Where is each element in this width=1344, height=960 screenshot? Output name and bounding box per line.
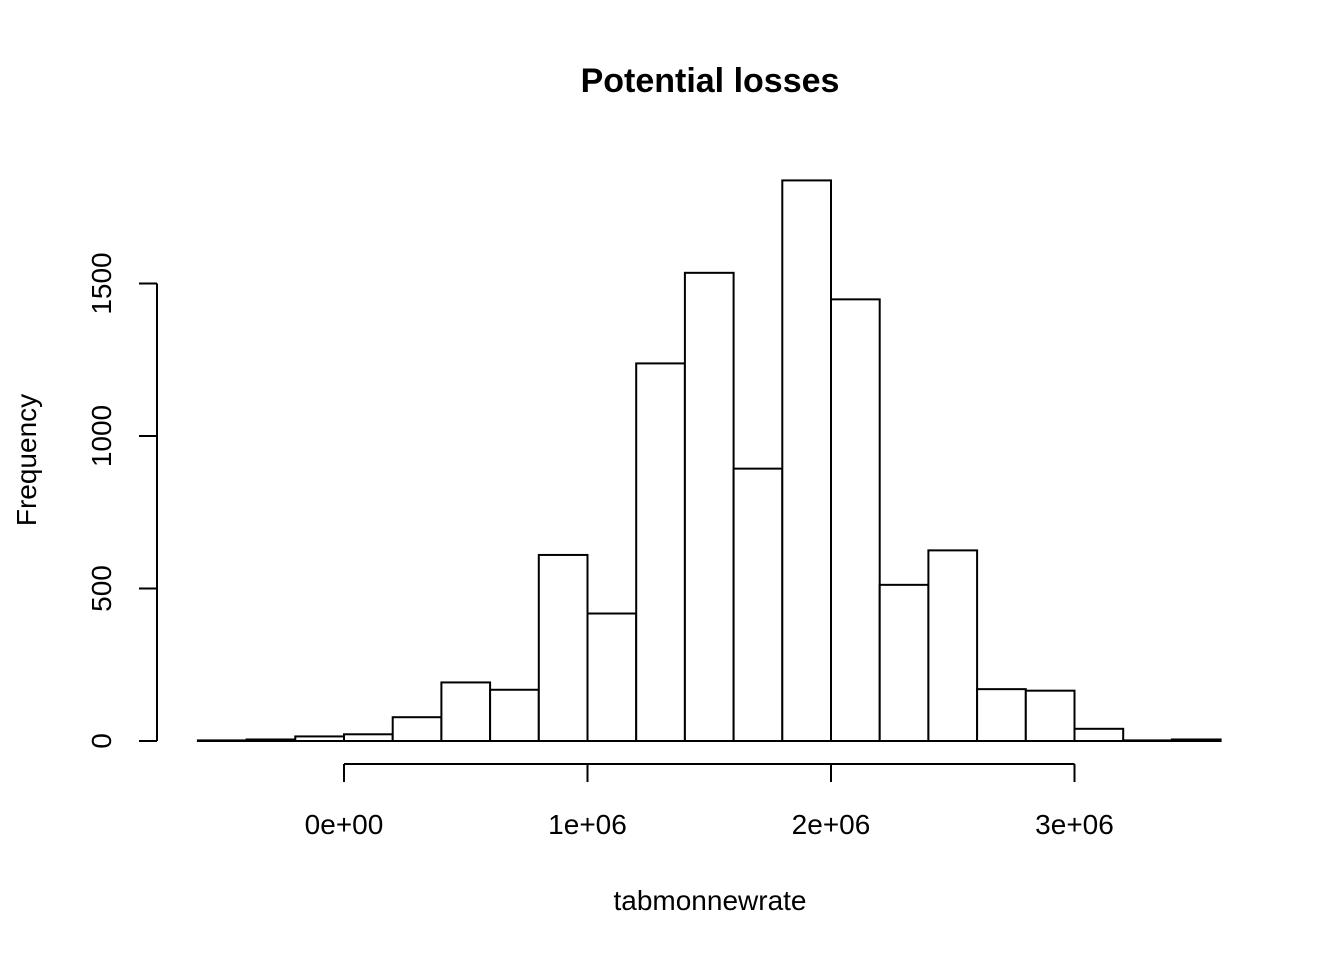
histogram-bar: [1122, 739, 1173, 743]
histogram-bar: [927, 549, 979, 742]
histogram-bar: [830, 298, 881, 742]
histogram-bar: [586, 612, 638, 743]
histogram-bar: [1170, 738, 1222, 742]
histogram-bar: [878, 583, 930, 743]
y-axis-label: Frequency: [11, 394, 42, 526]
histogram-bar: [391, 716, 443, 743]
x-tick-label: 3e+06: [1035, 809, 1114, 840]
histogram-bar: [1073, 727, 1125, 742]
bars-group: [196, 179, 1222, 743]
histogram-bar: [683, 271, 735, 742]
y-axis: 0 500 1000 1500: [86, 252, 158, 749]
histogram-bar: [1024, 689, 1076, 742]
histogram-bar: [976, 688, 1027, 743]
histogram-bar: [440, 681, 492, 743]
histogram-bar: [732, 467, 784, 742]
x-tick-label: 1e+06: [548, 809, 627, 840]
histogram-bar: [635, 362, 686, 742]
y-tick-label: 0: [86, 733, 117, 749]
x-axis: 0e+00 1e+06 2e+06 3e+06: [305, 763, 1114, 840]
histogram-bar: [294, 735, 345, 742]
histogram-bar: [537, 553, 589, 743]
histogram-bar: [781, 179, 832, 743]
x-axis-label: tabmonnewrate: [613, 885, 806, 916]
y-tick-label: 500: [86, 565, 117, 612]
histogram-bar: [343, 733, 394, 742]
histogram-bar: [196, 739, 248, 743]
y-tick-label: 1000: [86, 405, 117, 467]
histogram-bar: [489, 688, 540, 743]
y-tick-label: 1500: [86, 252, 117, 314]
chart-title: Potential losses: [581, 62, 840, 100]
x-tick-label: 0e+00: [305, 809, 384, 840]
histogram-bar: [245, 738, 297, 742]
x-tick-label: 2e+06: [792, 809, 871, 840]
